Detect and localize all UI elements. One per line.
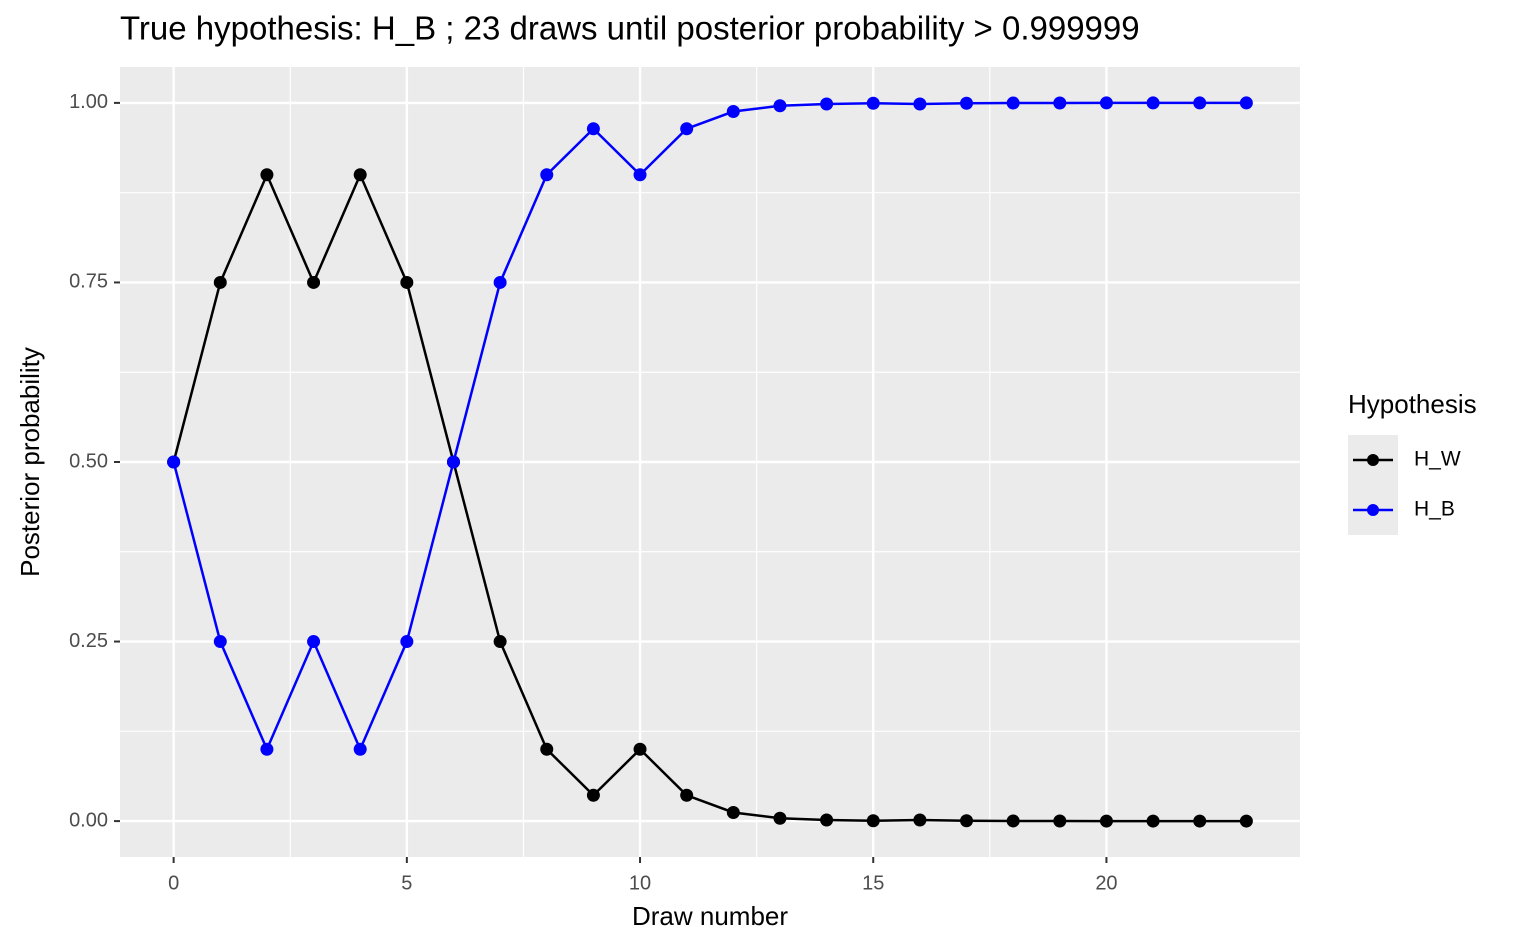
- y-tick-label: 0.50: [69, 450, 108, 472]
- data-point: [213, 635, 227, 649]
- data-point: [400, 635, 414, 649]
- data-point: [167, 455, 181, 469]
- data-point: [913, 97, 927, 111]
- data-point: [1099, 814, 1113, 828]
- data-point: [586, 122, 600, 136]
- legend-marker: [1367, 504, 1379, 516]
- y-axis-label: Posterior probability: [15, 347, 45, 577]
- data-point: [493, 275, 507, 289]
- legend-marker: [1367, 454, 1379, 466]
- y-tick-label: 0.25: [69, 630, 108, 652]
- data-point: [353, 168, 367, 182]
- data-point: [353, 742, 367, 756]
- data-point: [1146, 96, 1160, 110]
- legend-label: H_B: [1414, 498, 1455, 521]
- x-tick-label: 20: [1095, 872, 1117, 894]
- y-tick-label: 0.75: [69, 271, 108, 293]
- data-point: [1239, 814, 1253, 828]
- data-point: [213, 275, 227, 289]
- data-point: [1146, 814, 1160, 828]
- data-point: [1193, 814, 1207, 828]
- data-point: [866, 96, 880, 110]
- data-point: [540, 742, 554, 756]
- data-point: [820, 813, 834, 827]
- data-point: [260, 742, 274, 756]
- y-tick-label: 0.00: [69, 809, 108, 831]
- data-point: [820, 97, 834, 111]
- x-tick-label: 15: [862, 872, 884, 894]
- data-point: [540, 168, 554, 182]
- legend-label: H_W: [1414, 448, 1461, 471]
- series-line: [172, 171, 1247, 823]
- data-point: [773, 99, 787, 113]
- data-point: [633, 742, 647, 756]
- data-point: [1053, 814, 1067, 828]
- data-point: [1239, 96, 1253, 110]
- data-point: [307, 635, 321, 649]
- data-point: [1053, 96, 1067, 110]
- data-point: [866, 814, 880, 828]
- x-tick-label: 0: [168, 872, 179, 894]
- series-line: [172, 101, 1247, 753]
- data-point: [400, 275, 414, 289]
- data-point: [960, 96, 974, 110]
- x-tick-label: 5: [401, 872, 412, 894]
- chart-title: True hypothesis: H_B ; 23 draws until po…: [120, 10, 1140, 47]
- data-point: [633, 168, 647, 182]
- data-point: [446, 455, 460, 469]
- y-tick-label: 1.00: [69, 91, 108, 113]
- data-point: [960, 814, 974, 828]
- data-point: [493, 635, 507, 649]
- data-point: [586, 788, 600, 802]
- data-point: [260, 168, 274, 182]
- data-point: [680, 788, 694, 802]
- data-point: [307, 275, 321, 289]
- data-point: [726, 105, 740, 119]
- data-point: [1006, 96, 1020, 110]
- data-point: [1193, 96, 1207, 110]
- data-point: [913, 813, 927, 827]
- data-point: [680, 122, 694, 136]
- x-axis-label: Draw number: [632, 901, 788, 931]
- data-point: [773, 811, 787, 825]
- data-point: [726, 805, 740, 819]
- data-point: [1006, 814, 1020, 828]
- x-tick-label: 10: [629, 872, 651, 894]
- data-point: [1099, 96, 1113, 110]
- legend-title: Hypothesis: [1348, 389, 1477, 419]
